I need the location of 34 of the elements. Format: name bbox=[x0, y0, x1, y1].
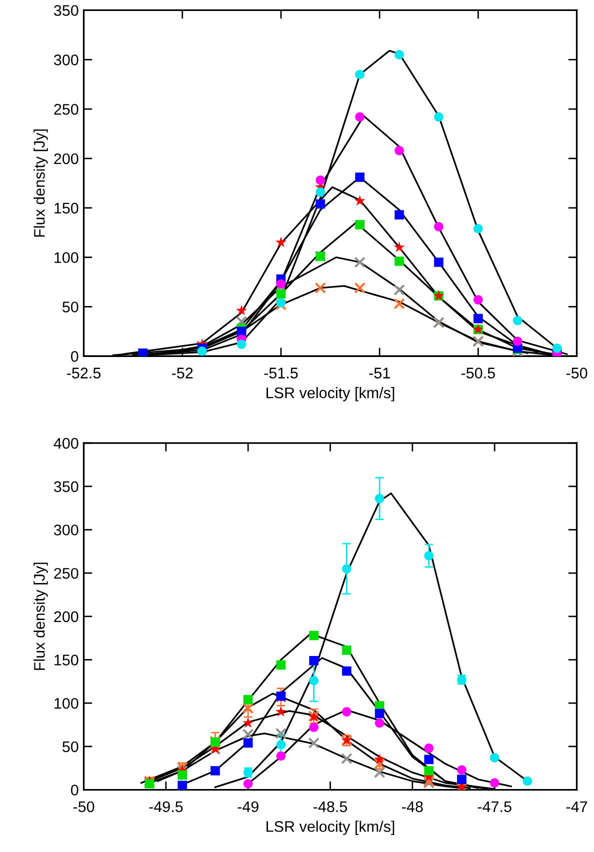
y-tick-label: 0 bbox=[70, 784, 78, 796]
y-tick-label: 100 bbox=[54, 252, 78, 263]
y-tick-label: 100 bbox=[54, 698, 78, 709]
x-tick-label: -52.5 bbox=[67, 368, 101, 378]
x-tick-label: -50.5 bbox=[461, 368, 495, 378]
y-tick-label: 350 bbox=[54, 481, 78, 492]
x-tick-label: -49 bbox=[238, 801, 258, 812]
y-axis-title: Flux density [Jy] bbox=[34, 130, 48, 237]
x-axis-title: LSR velocity [km/s] bbox=[266, 387, 394, 402]
y-tick-label: 250 bbox=[54, 104, 78, 115]
x-tick-label: -52 bbox=[172, 368, 193, 378]
x-tick-label: -50 bbox=[73, 801, 94, 812]
x-tick-label: -48.5 bbox=[314, 801, 348, 812]
y-tick-label: 300 bbox=[54, 54, 78, 66]
y-tick-label: 0 bbox=[70, 351, 78, 362]
y-tick-label: 350 bbox=[54, 5, 78, 16]
y-tick-label: 300 bbox=[54, 524, 78, 536]
x-tick-label: -49.5 bbox=[149, 801, 183, 812]
y-tick-label: 150 bbox=[54, 654, 78, 666]
x-tick-label: -47 bbox=[566, 801, 588, 812]
x-tick-label: -51 bbox=[369, 368, 390, 378]
y-tick-label: 50 bbox=[62, 741, 78, 752]
y-tick-label: 200 bbox=[54, 611, 78, 622]
y-tick-label: 200 bbox=[54, 153, 78, 164]
y-tick-label: 150 bbox=[54, 202, 78, 214]
x-tick-label: -51.5 bbox=[264, 368, 298, 378]
y-tick-label: 400 bbox=[54, 438, 78, 449]
y-tick-label: 50 bbox=[62, 302, 78, 312]
y-tick-label: 250 bbox=[54, 568, 78, 579]
y-axis-title: Flux density [Jy] bbox=[34, 562, 48, 670]
x-tick-label: -47.5 bbox=[478, 801, 512, 812]
x-axis-title: LSR velocity [km/s] bbox=[266, 820, 394, 835]
x-tick-label: -50 bbox=[566, 368, 588, 378]
x-tick-label: -48 bbox=[402, 801, 423, 812]
